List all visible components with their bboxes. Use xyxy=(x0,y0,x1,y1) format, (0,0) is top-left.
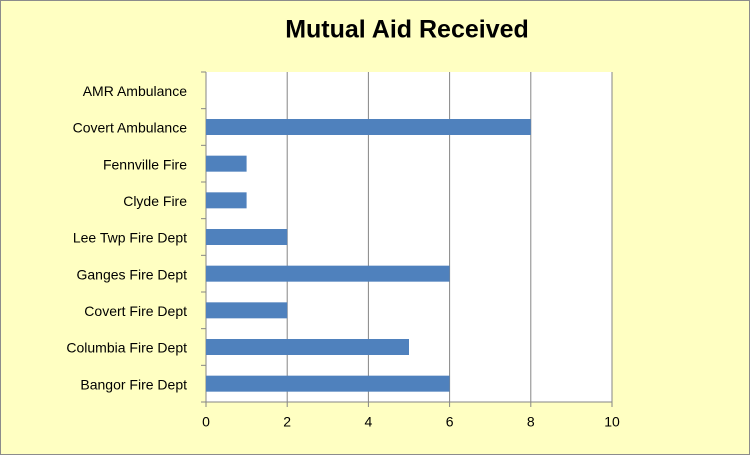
x-tick-label: 0 xyxy=(202,414,210,430)
y-tick-label: Covert Ambulance xyxy=(73,120,188,136)
bar xyxy=(206,229,288,245)
chart-title: Mutual Aid Received xyxy=(285,16,529,44)
y-tick-label: Ganges Fire Dept xyxy=(77,266,188,282)
bar xyxy=(206,302,288,319)
y-tick-label: AMR Ambulance xyxy=(83,83,187,99)
x-tick-label: 10 xyxy=(604,414,620,430)
bar xyxy=(206,155,247,172)
bar xyxy=(206,192,247,209)
x-tick-label: 4 xyxy=(365,414,373,430)
x-tick-label: 8 xyxy=(527,414,535,430)
x-tick-label: 2 xyxy=(283,414,291,430)
y-tick-label: Covert Fire Dept xyxy=(84,303,187,319)
bar xyxy=(206,265,450,282)
y-tick-label: Lee Twp Fire Dept xyxy=(73,230,187,246)
bar xyxy=(206,119,531,135)
y-tick-label: Fennville Fire xyxy=(103,156,187,172)
bar xyxy=(206,375,450,392)
y-tick-label: Clyde Fire xyxy=(123,193,187,209)
x-tick-label: 6 xyxy=(446,414,454,430)
bar xyxy=(206,339,409,355)
y-tick-label: Columbia Fire Dept xyxy=(66,340,187,356)
y-tick-label: Bangor Fire Dept xyxy=(80,376,187,392)
